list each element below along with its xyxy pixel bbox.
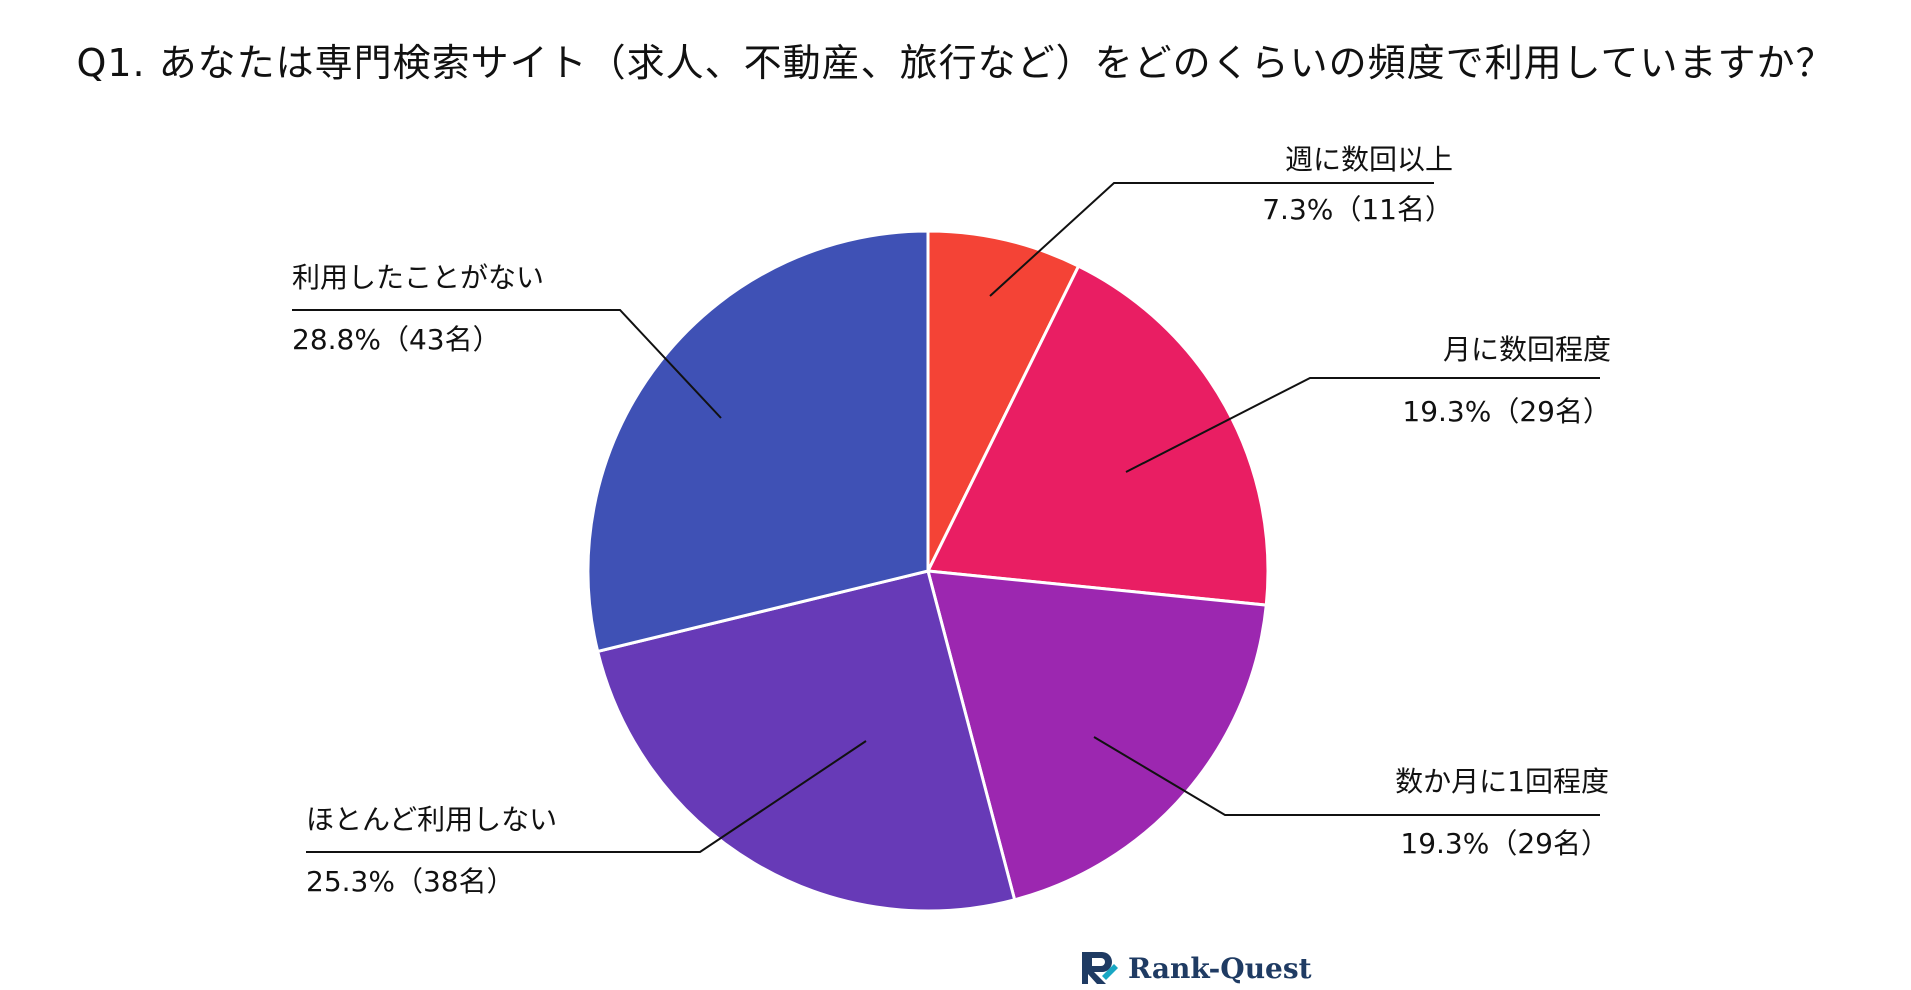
chart-title: Q1. あなたは専門検索サイト（求人、不動産、旅行など）をどのくらいの頻度で利用… bbox=[76, 41, 1835, 85]
pie-slice-0 bbox=[926, 229, 1081, 572]
slice-0-value: 7.3%（11名） bbox=[1262, 193, 1453, 226]
rank-quest-logo-text: Rank-Quest bbox=[1128, 951, 1312, 985]
leader-line-0 bbox=[989, 182, 1434, 297]
pie-slice-1 bbox=[925, 264, 1270, 607]
slice-label-2: 数か月に1回程度 19.3%（29名） bbox=[1395, 762, 1609, 864]
leader-line-2 bbox=[1093, 736, 1600, 816]
rank-quest-logo: Rank-Quest bbox=[1080, 946, 1312, 990]
leader-line-1 bbox=[1125, 377, 1600, 473]
slice-3-value: 25.3%（38名） bbox=[306, 865, 515, 898]
slice-1-category: 月に数回程度 bbox=[1442, 333, 1611, 366]
pie-slice-4 bbox=[586, 229, 930, 654]
slice-label-1: 月に数回程度 19.3%（29名） bbox=[1402, 330, 1611, 432]
slice-label-4: 利用したことがない 28.8%（43名） bbox=[292, 258, 544, 360]
slice-2-category: 数か月に1回程度 bbox=[1395, 765, 1609, 798]
slice-2-value: 19.3%（29名） bbox=[1400, 827, 1609, 860]
leader-line-4 bbox=[292, 309, 722, 419]
slice-label-0: 週に数回以上 7.3%（11名） bbox=[1262, 140, 1453, 230]
slice-3-category: ほとんど利用しない bbox=[306, 803, 558, 836]
slice-label-3: ほとんど利用しない 25.3%（38名） bbox=[306, 800, 557, 902]
rank-quest-logo-icon bbox=[1082, 952, 1118, 984]
pie-slice-3 bbox=[595, 569, 1017, 913]
slice-1-value: 19.3%（29名） bbox=[1402, 395, 1611, 428]
leader-line-3 bbox=[306, 740, 867, 853]
slice-4-value: 28.8%（43名） bbox=[292, 323, 501, 356]
slice-4-category: 利用したことがない bbox=[292, 261, 545, 294]
slice-0-category: 週に数回以上 bbox=[1284, 143, 1453, 176]
